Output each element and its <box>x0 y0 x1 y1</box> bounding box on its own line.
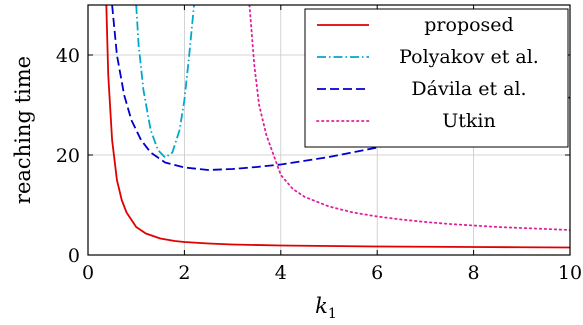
x-tick-label: 6 <box>371 262 383 284</box>
legend-label: Utkin <box>442 110 495 132</box>
legend-box <box>304 8 569 148</box>
ticks: 0 2 4 6 8 10 0 20 40 <box>56 5 582 284</box>
plot-frame <box>87 4 571 256</box>
legend-label: Dávila et al. <box>411 78 526 100</box>
x-tick-label: 4 <box>275 262 287 284</box>
series-line-1 <box>135 5 195 159</box>
y-tick-label: 0 <box>68 245 80 267</box>
x-tick-label: 10 <box>558 262 582 284</box>
y-tick-label: 40 <box>56 45 80 67</box>
x-tick-label: 8 <box>468 262 480 284</box>
x-axis-label-subscript: 1 <box>328 306 337 322</box>
y-tick-label: 20 <box>56 145 80 167</box>
legend: proposed Polyakov et al. Dávila et al. Utki… <box>304 8 569 148</box>
x-axis-label: k1 <box>315 294 337 322</box>
x-axis-label-main: k <box>315 294 328 318</box>
series-line-0 <box>105 5 570 249</box>
x-tick-label: 2 <box>178 262 190 284</box>
x-tick-label: 0 <box>82 262 94 284</box>
y-axis-label: reaching time <box>11 56 35 204</box>
legend-label: proposed <box>424 14 513 36</box>
legend-label: Polyakov et al. <box>399 46 539 68</box>
series-line-3 <box>248 5 570 231</box>
